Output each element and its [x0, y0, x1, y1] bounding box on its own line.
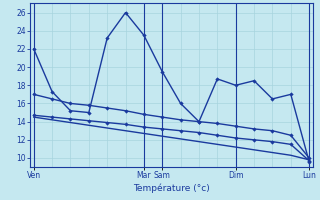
X-axis label: Température (°c): Température (°c): [133, 183, 210, 193]
